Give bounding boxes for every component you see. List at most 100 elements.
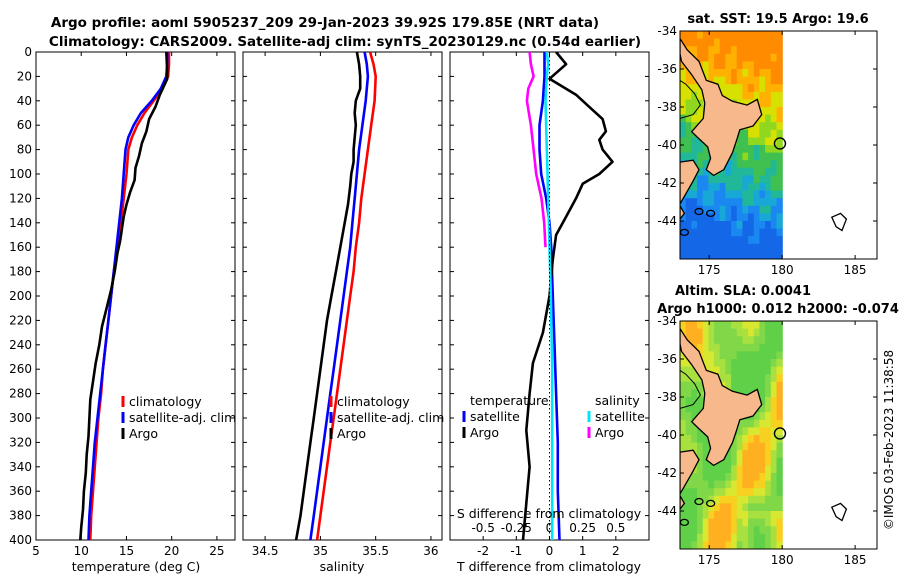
map-cell (736, 145, 743, 154)
map-cell (770, 389, 778, 398)
map-cell (719, 31, 726, 40)
legend-label-t-satellite: satellite (470, 409, 520, 424)
seamount-contour (694, 497, 704, 506)
map-cell (736, 160, 743, 169)
map-cell (742, 533, 749, 542)
map-cell (714, 366, 721, 375)
map-cell (708, 511, 715, 520)
difference-legend: temperature satellite Argo salinity sate… (462, 393, 645, 440)
map-cell (685, 99, 692, 108)
map-cell (719, 495, 726, 504)
map-cell (719, 84, 726, 93)
map-cell (736, 321, 743, 330)
map-cell (765, 53, 772, 62)
map-cell (685, 404, 692, 413)
map-cell (736, 465, 743, 474)
map-cell (691, 518, 698, 527)
map-cell (736, 495, 743, 504)
map-cell (765, 167, 772, 176)
map-cell (702, 328, 709, 337)
map-cell (731, 236, 738, 245)
series-line-t-argo (521, 52, 614, 540)
map-cell (759, 183, 766, 192)
map-cell (742, 167, 749, 176)
map-cell (776, 183, 783, 192)
map-cell (753, 84, 761, 93)
map-cell (759, 450, 766, 459)
map-cell (736, 84, 743, 93)
figure-title-line2: Climatology: CARS2009. Satellite-adj cli… (49, 34, 641, 50)
map-cell (770, 107, 778, 116)
map-cell (759, 205, 766, 214)
map-cell (702, 541, 709, 549)
map-cell (765, 183, 772, 192)
map-cell (725, 236, 732, 245)
map-cell (714, 228, 721, 237)
map-cell (770, 427, 778, 436)
map-cell (731, 495, 738, 504)
map-cell (702, 167, 709, 176)
map-cell (759, 533, 766, 542)
map-cell (742, 359, 749, 368)
map-cell (697, 205, 704, 214)
map-cell (685, 480, 692, 489)
map-cell (748, 243, 755, 252)
map-cell (776, 526, 783, 535)
map-cell (759, 145, 766, 154)
map-cell (736, 480, 743, 489)
map-cell (708, 69, 715, 78)
map-cell (697, 442, 704, 451)
map-cell (708, 175, 715, 184)
map-cell (691, 511, 698, 520)
map-cell (719, 343, 726, 352)
map-cell (765, 84, 772, 93)
map-cell (714, 495, 721, 504)
seamount-contour (705, 209, 716, 218)
map-cell (765, 122, 772, 131)
map-cell (770, 541, 778, 549)
legend-label-argo: Argo (129, 426, 158, 441)
map-cell (765, 343, 772, 352)
map-cell (731, 473, 738, 482)
map-cell (748, 450, 755, 459)
map-cell (719, 518, 726, 527)
map-cell (697, 503, 704, 512)
map-cell (742, 465, 749, 474)
map-cell (776, 61, 783, 70)
map-cell (736, 511, 743, 520)
map-cell (736, 366, 743, 375)
map-cell (680, 541, 687, 549)
north-island-land (680, 327, 763, 467)
map-cell (680, 91, 687, 100)
map-cell (697, 495, 704, 504)
map-cell (714, 343, 721, 352)
y-tick-label: -44 (657, 214, 677, 228)
map-cell (731, 84, 738, 93)
map-cell (685, 389, 692, 398)
map-cell (685, 236, 692, 245)
legend-label-s-satellite: satellite (595, 409, 645, 424)
map-cell (742, 31, 749, 40)
map-cell (748, 84, 755, 93)
map-cell (748, 91, 755, 100)
map-cell (714, 328, 721, 337)
map-cell (680, 359, 687, 368)
legend-label-t-argo: Argo (470, 425, 499, 440)
sla-map-title: Altim. SLA: 0.0041 (675, 284, 811, 299)
map-cell (731, 31, 738, 40)
map-cell (731, 243, 738, 252)
map-cell (714, 518, 721, 527)
map-cell (776, 76, 783, 85)
seamount-contour (694, 207, 704, 216)
map-cell (776, 397, 783, 406)
map-cell (748, 419, 755, 428)
map-cell (680, 205, 687, 214)
map-cell (765, 76, 772, 85)
map-cell (719, 228, 726, 237)
map-cell (697, 31, 704, 40)
map-cell (770, 488, 778, 497)
x-tick-label: 1 (579, 544, 587, 558)
map-cell (759, 167, 766, 176)
map-cell (770, 99, 778, 108)
map-cell (748, 198, 755, 207)
